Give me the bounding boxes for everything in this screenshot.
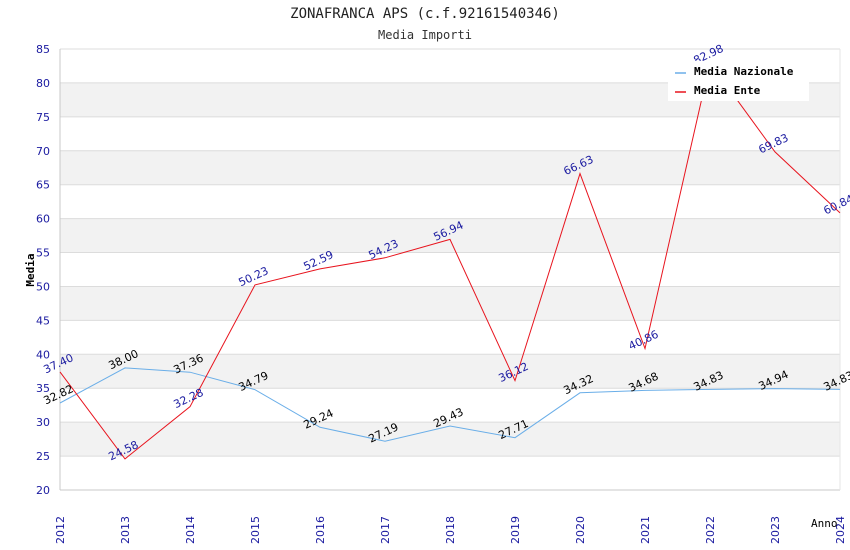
grid-band xyxy=(60,252,840,287)
grid-band xyxy=(60,116,840,151)
x-tick-label: 2020 xyxy=(574,516,587,544)
y-tick-label: 50 xyxy=(36,280,50,293)
y-tick-label: 45 xyxy=(36,314,50,327)
x-tick-label: 2015 xyxy=(249,516,262,544)
grid-band xyxy=(60,388,840,423)
grid-band xyxy=(60,286,840,321)
legend-label-media-nazionale: Media Nazionale xyxy=(694,65,794,78)
x-tick-label: 2022 xyxy=(704,516,717,544)
chart-subtitle: Media Importi xyxy=(378,28,472,42)
legend-box xyxy=(668,61,809,101)
grid-band xyxy=(60,218,840,253)
grid-band xyxy=(60,320,840,355)
y-tick-label: 25 xyxy=(36,450,50,463)
grid-band xyxy=(60,456,840,490)
x-tick-label: 2023 xyxy=(769,516,782,544)
y-tick-label: 70 xyxy=(36,145,50,158)
legend: Media Nazionale Media Ente xyxy=(668,61,809,101)
gridlines xyxy=(60,48,840,491)
y-tick-label: 40 xyxy=(36,348,50,361)
grid-band xyxy=(60,354,840,389)
x-tick-label: 2019 xyxy=(509,516,522,544)
x-axis-label: Anno xyxy=(811,517,838,530)
y-tick-label: 60 xyxy=(36,213,50,226)
x-tick-label: 2016 xyxy=(314,516,327,544)
x-tick-label: 2024 xyxy=(834,516,847,544)
y-tick-label: 65 xyxy=(36,179,50,192)
y-tick-labels: 20 25 30 35 40 45 50 55 60 65 70 75 80 85 xyxy=(36,43,50,497)
axes xyxy=(59,49,841,491)
grid-band xyxy=(60,422,840,457)
grid-band xyxy=(60,184,840,219)
x-tick-label: 2012 xyxy=(54,516,67,544)
grid-band xyxy=(60,150,840,185)
y-tick-label: 35 xyxy=(36,382,50,395)
x-tick-label: 2017 xyxy=(379,516,392,544)
x-tick-label: 2013 xyxy=(119,516,132,544)
x-tick-label: 2021 xyxy=(639,516,652,544)
x-tick-labels: 2012 2013 2014 2015 2016 2017 2018 2019 2020 2021… xyxy=(54,516,847,544)
y-tick-label: 20 xyxy=(36,484,50,497)
y-axis-label: Media xyxy=(24,253,37,286)
y-tick-label: 85 xyxy=(36,43,50,56)
x-tick-label: 2014 xyxy=(184,516,197,544)
y-tick-label: 55 xyxy=(36,247,50,260)
series-line-media-nazionale xyxy=(59,367,841,442)
y-tick-label: 30 xyxy=(36,416,50,429)
y-tick-label: 80 xyxy=(36,77,50,90)
y-tick-label: 75 xyxy=(36,111,50,124)
chart-title: ZONAFRANCA APS (c.f.92161540346) xyxy=(290,6,560,22)
x-tick-label: 2018 xyxy=(444,516,457,544)
legend-label-media-ente: Media Ente xyxy=(694,84,761,97)
